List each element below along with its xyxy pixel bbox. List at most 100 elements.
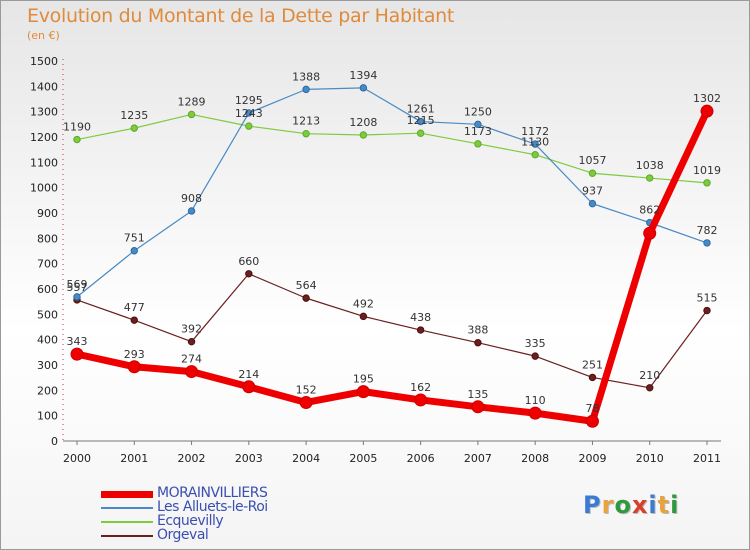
data-label-les-alluets-le-roi-2001: 751	[124, 232, 145, 245]
data-label-orgeval-2010: 210	[639, 369, 660, 382]
point-morainvilliers-2003	[242, 380, 256, 394]
data-label-orgeval-2003: 660	[238, 255, 259, 268]
data-label-ecquevilly-2000: 1190	[63, 121, 91, 134]
y-tick-label-1000: 1000	[30, 182, 58, 195]
series-line-les-alluets-le-roi	[76, 87, 708, 298]
data-label-ecquevilly-2008: 1130	[521, 136, 549, 149]
point-ecquevilly-2009	[588, 169, 597, 177]
y-tick-label-200: 200	[37, 384, 58, 397]
point-ecquevilly-2008	[531, 151, 539, 159]
point-les-alluets-le-roi-2002	[187, 207, 196, 215]
data-label-ecquevilly-2011: 1019	[693, 164, 721, 177]
x-tick-label-2006: 2006	[407, 452, 435, 465]
point-morainvilliers-2009	[585, 414, 599, 428]
data-label-orgeval-2002: 392	[181, 323, 202, 336]
data-label-morainvilliers-2002: 274	[181, 353, 202, 366]
data-label-morainvilliers-2005: 195	[353, 373, 374, 386]
y-tick-label-1100: 1100	[30, 156, 58, 169]
data-label-morainvilliers-2001: 293	[124, 348, 145, 361]
x-tick-label-2010: 2010	[636, 452, 664, 465]
point-ecquevilly-2000	[73, 135, 81, 144]
data-label-morainvilliers-2011: 1302	[693, 92, 721, 105]
data-label-ecquevilly-2004: 1213	[292, 115, 320, 128]
data-label-les-alluets-le-roi-2002: 908	[181, 192, 202, 205]
point-ecquevilly-2005	[359, 131, 368, 139]
data-label-morainvilliers-2000: 343	[67, 335, 88, 348]
point-ecquevilly-2001	[130, 124, 138, 132]
legend-swatch-morainvilliers	[101, 491, 153, 498]
point-orgeval-2007	[474, 339, 482, 347]
data-label-ecquevilly-2006: 1215	[407, 114, 435, 127]
data-label-les-alluets-le-roi-2003: 1295	[235, 94, 263, 107]
point-les-alluets-le-roi-2009	[588, 199, 597, 208]
data-label-les-alluets-le-roi-2006: 1261	[407, 103, 435, 116]
y-tick-label-0: 0	[51, 435, 58, 448]
y-tick-label-400: 400	[37, 334, 58, 347]
data-label-les-alluets-le-roi-2008: 1172	[521, 125, 549, 138]
point-orgeval-2001	[130, 316, 138, 324]
point-morainvilliers-2000	[70, 347, 84, 361]
legend-label-ecquevilly: Ecquevilly	[157, 513, 224, 529]
y-tick-label-100: 100	[37, 410, 58, 423]
point-morainvilliers-2004	[299, 395, 313, 409]
data-label-orgeval-2004: 564	[296, 279, 317, 292]
x-tick-label-2003: 2003	[235, 452, 263, 465]
data-label-morainvilliers-2004: 152	[296, 383, 317, 396]
data-label-morainvilliers-2007: 135	[467, 388, 488, 401]
y-tick-label-900: 900	[37, 207, 58, 220]
point-orgeval-2008	[531, 352, 539, 360]
chart-title: Evolution du Montant de la Dette par Hab…	[27, 5, 455, 27]
point-orgeval-2002	[187, 337, 196, 346]
point-orgeval-2011	[703, 306, 711, 315]
y-tick-label-300: 300	[37, 359, 58, 372]
point-ecquevilly-2010	[646, 174, 654, 182]
point-ecquevilly-2007	[474, 140, 482, 148]
legend-swatch-orgeval	[101, 535, 153, 537]
y-tick-label-1300: 1300	[30, 106, 58, 119]
data-label-ecquevilly-2002: 1289	[178, 95, 206, 108]
data-label-les-alluets-le-roi-2000: 569	[67, 278, 88, 291]
y-tick-label-500: 500	[37, 308, 58, 321]
point-morainvilliers-2005	[356, 385, 370, 399]
series-line-morainvilliers	[76, 109, 711, 425]
point-ecquevilly-2004	[302, 130, 310, 138]
data-label-ecquevilly-2007: 1173	[464, 125, 492, 138]
point-ecquevilly-2006	[416, 129, 425, 137]
legend-label-les-alluets-le-roi: Les Alluets-le-Roi	[157, 499, 268, 515]
y-tick-label-1500: 1500	[30, 55, 58, 68]
point-morainvilliers-2007	[471, 400, 485, 414]
point-morainvilliers-2010	[643, 226, 657, 240]
point-orgeval-2006	[416, 326, 425, 334]
data-label-les-alluets-le-roi-2011: 782	[697, 224, 718, 237]
x-tick-label-2011: 2011	[693, 452, 721, 465]
data-label-les-alluets-le-roi-2004: 1388	[292, 70, 320, 83]
y-tick-label-1200: 1200	[30, 131, 58, 144]
point-orgeval-2004	[302, 294, 310, 302]
chart-subtitle: (en €)	[27, 29, 60, 42]
legend-label-morainvilliers: MORAINVILLIERS	[157, 485, 268, 501]
point-les-alluets-le-roi-2006	[416, 117, 425, 126]
data-label-orgeval-2001: 477	[124, 301, 145, 314]
point-les-alluets-le-roi-2001	[130, 247, 138, 255]
point-morainvilliers-2011	[700, 104, 714, 118]
point-les-alluets-le-roi-2007	[474, 120, 482, 129]
point-les-alluets-le-roi-2008	[531, 140, 539, 148]
x-tick-label-2002: 2002	[178, 452, 206, 465]
x-tick-label-2001: 2001	[120, 452, 148, 465]
point-morainvilliers-2001	[127, 360, 141, 374]
point-orgeval-2009	[588, 373, 597, 382]
point-les-alluets-le-roi-2003	[245, 109, 253, 117]
point-ecquevilly-2003	[245, 122, 253, 130]
point-morainvilliers-2002	[185, 365, 199, 379]
data-label-morainvilliers-2009: 78	[585, 402, 599, 415]
y-tick-label-1400: 1400	[30, 80, 58, 93]
x-tick-label-2004: 2004	[292, 452, 320, 465]
x-tick-label-2008: 2008	[521, 452, 549, 465]
proxiti-logo: Proxiti	[583, 491, 680, 519]
point-morainvilliers-2008	[528, 406, 542, 420]
legend-swatch-ecquevilly	[101, 521, 153, 523]
data-label-morainvilliers-2003: 214	[238, 368, 259, 381]
data-label-ecquevilly-2010: 1038	[636, 159, 664, 172]
